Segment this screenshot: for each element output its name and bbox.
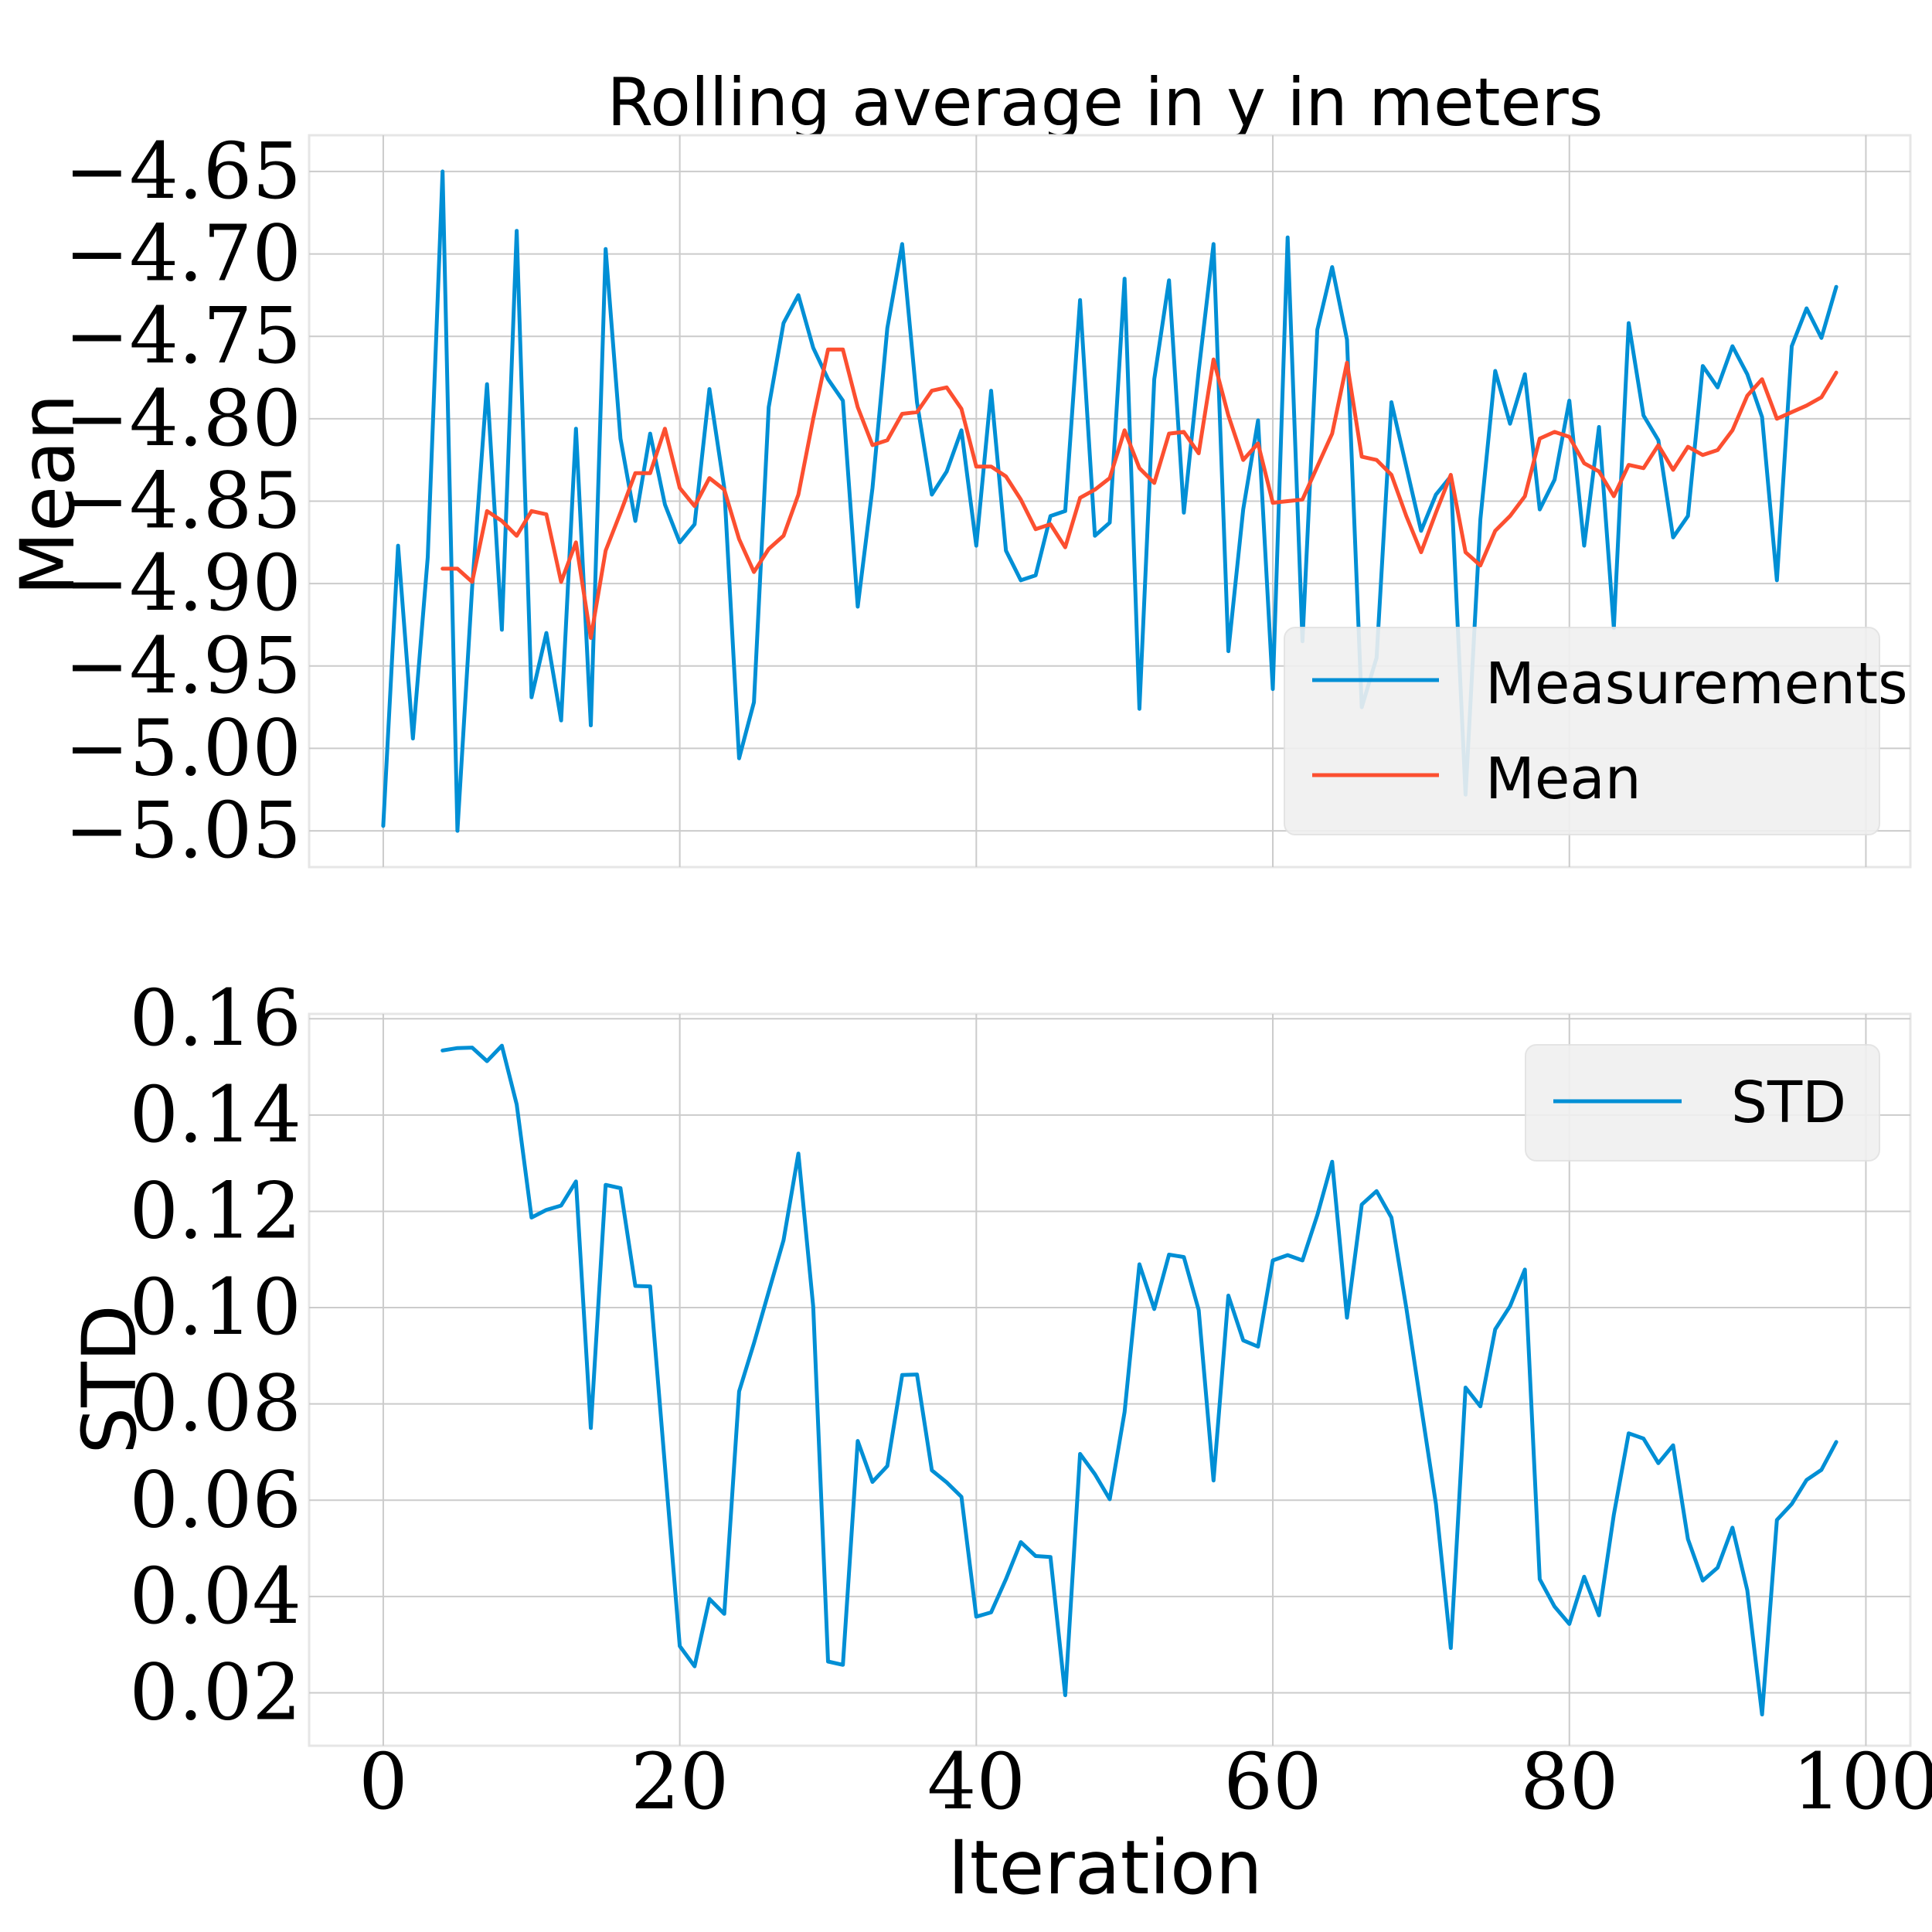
std-y-tick-label: 0.12 [129, 1165, 301, 1256]
std-y-axis-label: STD [66, 1304, 153, 1454]
mean-series-lines [381, 169, 1838, 833]
legend-label-measurements: Measurements [1485, 651, 1908, 717]
mean-y-tick-label: −4.90 [65, 538, 301, 628]
x-tick-label: 100 [1792, 1736, 1932, 1827]
x-tick-label: 80 [1520, 1736, 1618, 1827]
mean-y-tick-label: −4.80 [65, 373, 301, 464]
std-y-tick-label: 0.08 [129, 1359, 301, 1449]
std-y-tick-label: 0.04 [129, 1551, 301, 1641]
mean-y-tick-label: −4.65 [65, 126, 301, 216]
x-tick-label: 60 [1223, 1736, 1321, 1827]
x-tick-label: 20 [631, 1736, 729, 1827]
mean-y-axis-label: Mean [5, 393, 91, 596]
x-tick-label: 0 [359, 1736, 408, 1827]
mean-y-tick-label: −5.05 [65, 785, 301, 876]
std-y-tick-label: 0.06 [129, 1454, 301, 1545]
mean-y-tick-label: −4.95 [65, 621, 301, 711]
mean-legend: Measurements Mean [1284, 627, 1908, 835]
chart-title: Rolling average in y in meters [607, 64, 1603, 141]
std-y-tick-label: 0.02 [129, 1647, 301, 1737]
std-y-tick-labels: 0.020.040.060.080.100.120.140.16 [129, 973, 301, 1737]
mean-y-tick-label: −4.75 [65, 291, 301, 381]
std-y-tick-label: 0.14 [129, 1070, 301, 1160]
mean-series-line-mean [440, 347, 1838, 640]
std-y-tick-label: 0.10 [129, 1262, 301, 1352]
x-tick-label: 40 [927, 1736, 1026, 1827]
std-y-tick-label: 0.16 [129, 973, 301, 1063]
x-axis-label: Iteration [947, 1825, 1262, 1911]
x-tick-labels: 0 20 40 60 80 100 [359, 1736, 1932, 1827]
std-series-lines [440, 1043, 1838, 1716]
mean-y-tick-label: −5.00 [65, 702, 301, 793]
legend-label-std: STD [1731, 1070, 1846, 1136]
legend-label-mean: Mean [1485, 746, 1641, 812]
mean-panel: −5.05−5.00−4.95−4.90−4.85−4.80−4.75−4.70… [5, 126, 1912, 876]
mean-y-tick-label: −4.85 [65, 456, 301, 546]
mean-y-tick-label: −4.70 [65, 209, 301, 299]
std-series-line-std [440, 1043, 1838, 1716]
mean-y-tick-labels: −5.05−5.00−4.95−4.90−4.85−4.80−4.75−4.70… [65, 126, 301, 876]
std-legend: STD [1525, 1044, 1880, 1162]
std-panel: 0.020.040.060.080.100.120.140.16 STD STD [66, 973, 1912, 1747]
std-legend-box [1525, 1044, 1880, 1162]
